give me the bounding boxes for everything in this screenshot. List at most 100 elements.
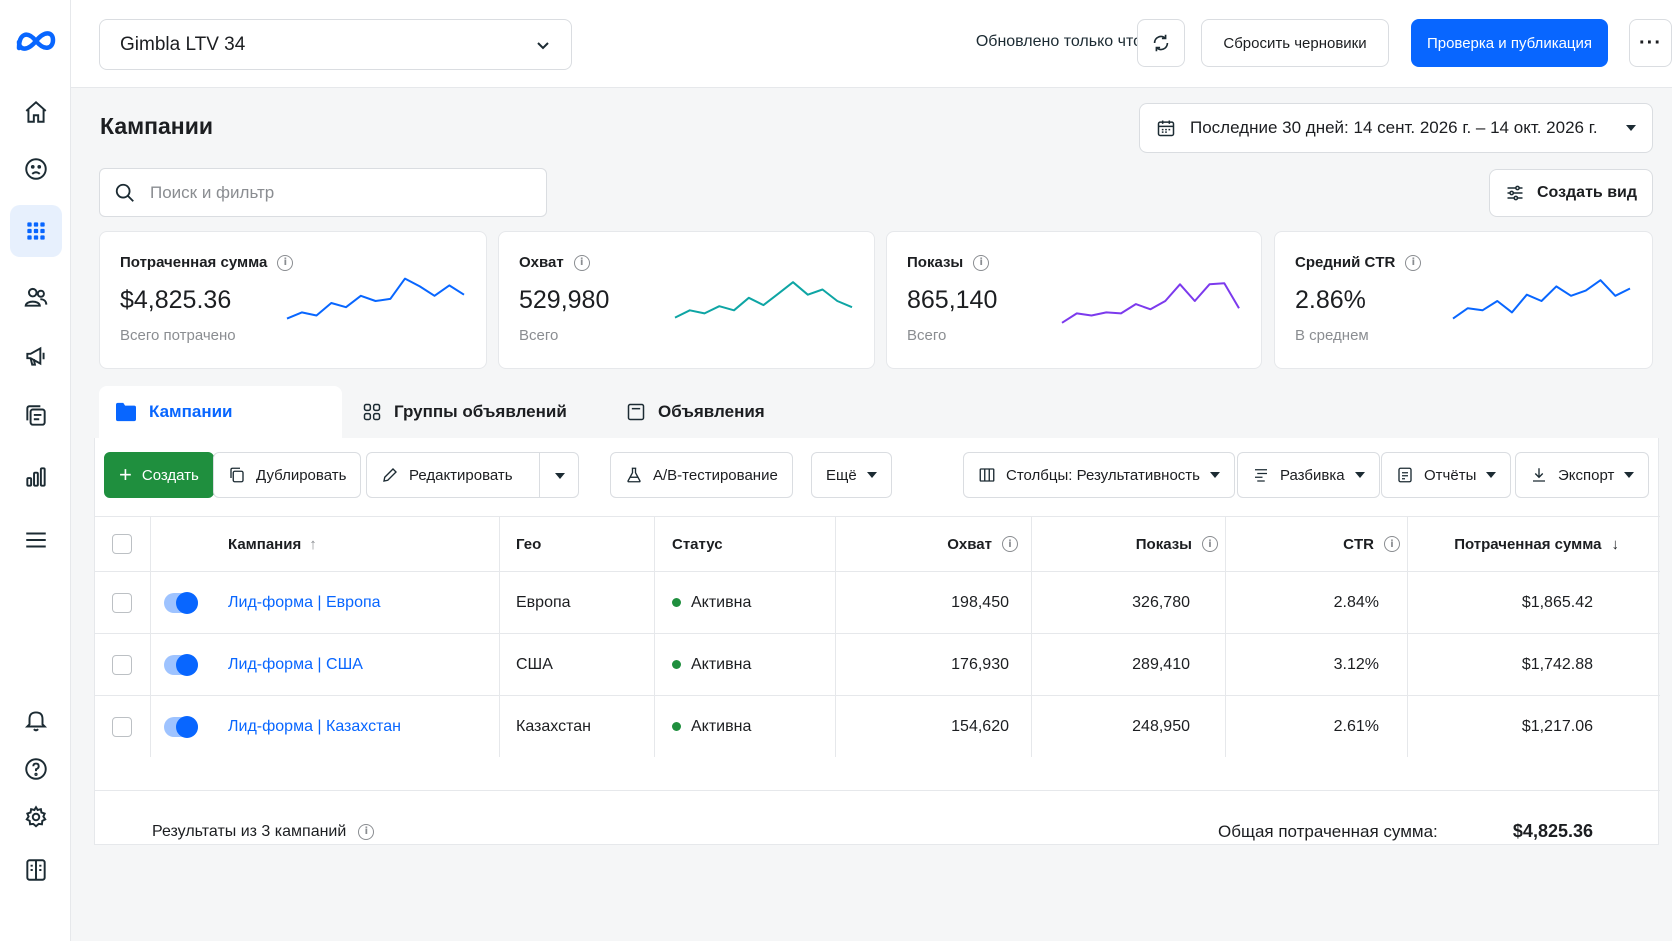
reach-cell: 198,450 — [951, 593, 1009, 611]
edit-dropdown-caret-icon[interactable] — [555, 473, 565, 479]
metric-card-spent: Потраченная сумма i $4,825.36 Всего потра… — [99, 231, 487, 369]
account-selector[interactable]: Gimbla LTV 34 — [99, 19, 572, 70]
table-row[interactable]: Лид-форма | Казахстан Казахстан Активна … — [95, 695, 1660, 757]
tab-campaigns[interactable]: Кампании — [99, 386, 342, 438]
updated-status: Обновлено только что — [975, 33, 1142, 50]
reports-book-icon[interactable] — [20, 854, 52, 886]
table-footer: Результаты из 3 кампаний i Общая потрачен… — [95, 790, 1660, 872]
status-cell: Активна — [672, 572, 751, 633]
settings-gear-icon[interactable] — [20, 801, 52, 833]
metric-label-wrap: Охват i — [519, 254, 590, 271]
ctr-cell: 2.84% — [1333, 593, 1379, 611]
sparkline-series — [1061, 282, 1240, 324]
campaign-toggle[interactable] — [164, 715, 198, 738]
campaign-toggle[interactable] — [164, 653, 198, 676]
date-range-picker[interactable]: Последние 30 дней: 14 сент. 2026 г. – 14… — [1139, 103, 1653, 153]
column-divider — [835, 517, 836, 571]
page-title: Кампании — [100, 113, 213, 139]
columns-button[interactable]: Столбцы: Результативность — [963, 452, 1235, 498]
impressions-cell: 248,950 — [1132, 717, 1190, 735]
ad-icon — [627, 403, 645, 421]
refresh-icon — [1153, 34, 1169, 52]
edit-label: Редактировать — [409, 466, 513, 484]
analytics-chart-icon[interactable] — [20, 461, 52, 493]
ads-library-icon[interactable] — [20, 400, 52, 432]
column-divider — [1407, 572, 1408, 633]
header-reach[interactable]: Охват i — [835, 517, 1018, 571]
breakdown-icon — [1255, 469, 1267, 482]
header-spent[interactable]: Потраченная сумма ↓ — [1407, 517, 1619, 571]
metric-subtitle: В среднем — [1295, 327, 1369, 344]
duplicate-button[interactable]: Дублировать — [213, 452, 362, 498]
header-campaign[interactable]: Кампания ↑ — [228, 517, 317, 571]
all-tools-grid-icon[interactable] — [10, 205, 62, 257]
header-impressions[interactable]: Показы i — [1031, 517, 1218, 571]
header-geo[interactable]: Гео — [516, 535, 542, 553]
row-checkbox-cell — [112, 696, 132, 757]
audience-icon[interactable] — [20, 281, 52, 313]
campaign-toggle[interactable] — [164, 591, 198, 614]
column-divider — [835, 696, 836, 757]
reports-button[interactable]: Отчёты — [1381, 452, 1512, 498]
info-icon[interactable]: i — [1002, 536, 1018, 552]
more-actions-button[interactable]: Ещё — [811, 452, 892, 498]
review-publish-button[interactable]: Проверка и публикация — [1411, 19, 1608, 67]
info-icon[interactable]: i — [277, 254, 294, 271]
meta-logo-icon[interactable] — [15, 26, 57, 56]
metric-value: $4,825.36 — [120, 286, 232, 314]
metric-label: Охват — [519, 254, 564, 271]
sad-face-icon[interactable] — [20, 153, 52, 185]
sparkline-chart — [286, 277, 465, 320]
table-row[interactable]: Лид-форма | США США Активна 176,930 289,… — [95, 633, 1660, 695]
info-icon[interactable]: i — [358, 823, 375, 840]
info-icon[interactable]: i — [973, 254, 990, 271]
column-divider — [1225, 634, 1226, 695]
ab-test-button[interactable]: A/B-тестирование — [610, 452, 793, 498]
row-checkbox[interactable] — [112, 716, 132, 737]
breakdown-button[interactable]: Разбивка — [1237, 452, 1380, 498]
metric-subtitle: Всего — [519, 327, 559, 344]
column-divider — [1031, 572, 1032, 633]
help-icon[interactable] — [20, 753, 52, 785]
header-campaign-label: Кампания — [228, 535, 302, 553]
info-icon[interactable]: i — [1202, 536, 1218, 552]
info-icon[interactable]: i — [1405, 254, 1422, 271]
home-icon[interactable] — [20, 96, 52, 128]
reset-drafts-button[interactable]: Сбросить черновики — [1201, 19, 1389, 67]
search-input[interactable] — [150, 182, 530, 203]
megaphone-icon[interactable] — [20, 340, 52, 372]
search-filter-box[interactable] — [99, 168, 547, 217]
more-options-button[interactable]: ··· — [1629, 19, 1672, 67]
sparkline-series — [1452, 279, 1631, 320]
flask-icon — [627, 467, 641, 483]
metric-label: Потраченная сумма — [120, 254, 268, 271]
impressions-cell: 326,780 — [1132, 593, 1190, 611]
total-spent-label: Общая потраченная сумма: — [1218, 821, 1438, 841]
campaign-name-link[interactable]: Лид-форма | США — [228, 655, 363, 673]
table-row[interactable]: Лид-форма | Европа Европа Активна 198,45… — [95, 571, 1660, 633]
header-status[interactable]: Статус — [672, 535, 723, 553]
menu-icon[interactable] — [20, 524, 52, 556]
row-checkbox[interactable] — [112, 592, 132, 613]
tab-ad-sets[interactable]: Группы объявлений — [342, 386, 606, 438]
column-divider — [1407, 517, 1408, 571]
row-checkbox[interactable] — [112, 654, 132, 675]
campaign-name-link[interactable]: Лид-форма | Казахстан — [228, 717, 401, 735]
caret-down-icon — [866, 472, 877, 478]
create-view-button[interactable]: Создать вид — [1489, 169, 1653, 217]
select-all-checkbox[interactable] — [112, 534, 132, 554]
column-divider — [1031, 517, 1032, 571]
header-ctr[interactable]: CTR i — [1225, 517, 1400, 571]
export-button[interactable]: Экспорт — [1515, 452, 1650, 498]
sparkline-series — [286, 277, 465, 320]
refresh-button[interactable] — [1137, 19, 1185, 67]
edit-button[interactable]: Редактировать — [366, 452, 579, 498]
bell-icon[interactable] — [20, 704, 52, 736]
info-icon[interactable]: i — [573, 254, 590, 271]
campaign-name-link[interactable]: Лид-форма | Европа — [228, 593, 381, 611]
tab-label: Кампании — [149, 402, 233, 421]
tab-ads[interactable]: Объявления — [606, 386, 856, 438]
info-icon[interactable]: i — [1384, 536, 1400, 552]
create-button[interactable]: + Создать — [104, 452, 214, 498]
sort-up-icon: ↑ — [309, 535, 317, 553]
